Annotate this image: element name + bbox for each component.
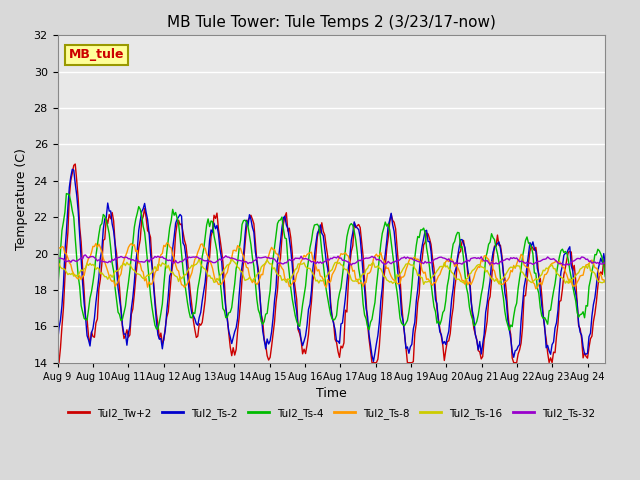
Y-axis label: Temperature (C): Temperature (C)	[15, 148, 28, 250]
Legend: Tul2_Tw+2, Tul2_Ts-2, Tul2_Ts-4, Tul2_Ts-8, Tul2_Ts-16, Tul2_Ts-32: Tul2_Tw+2, Tul2_Ts-2, Tul2_Ts-4, Tul2_Ts…	[63, 404, 599, 423]
Title: MB Tule Tower: Tule Temps 2 (3/23/17-now): MB Tule Tower: Tule Temps 2 (3/23/17-now…	[167, 15, 496, 30]
Text: MB_tule: MB_tule	[68, 48, 124, 61]
X-axis label: Time: Time	[316, 387, 347, 400]
